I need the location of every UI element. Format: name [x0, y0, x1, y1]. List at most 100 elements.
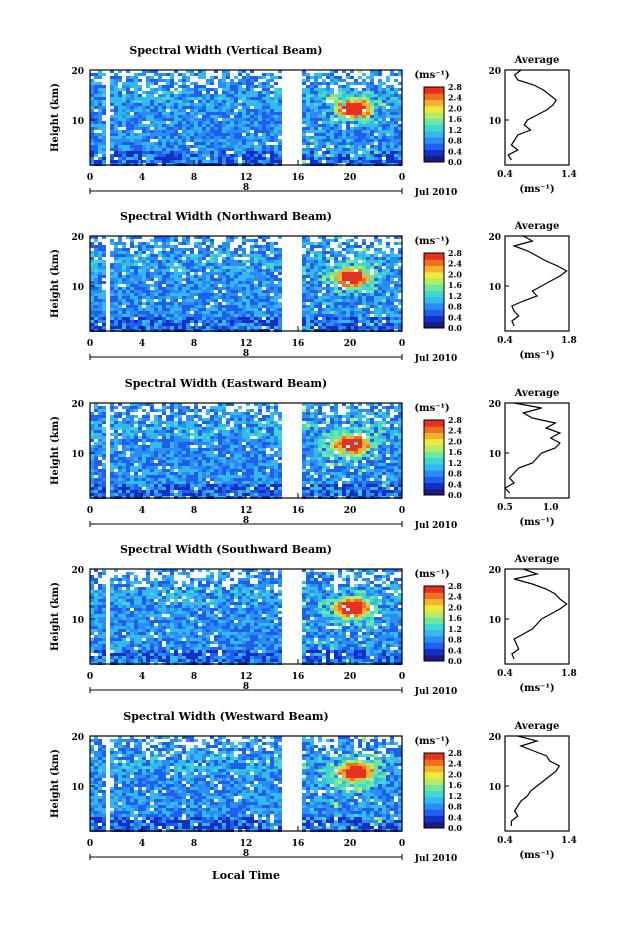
heatmap-cell [238, 308, 242, 311]
heatmap-cell [130, 275, 134, 278]
heatmap-cell [198, 124, 202, 127]
heatmap-cell [98, 281, 102, 284]
heatmap-cell [114, 115, 118, 118]
heatmap-cell [394, 145, 398, 148]
heatmap-cell [94, 287, 98, 290]
heatmap-cell [90, 272, 94, 275]
heatmap-cell [134, 436, 138, 439]
heatmap-cell [174, 311, 178, 314]
heatmap-cell [214, 115, 218, 118]
heatmap-cell [302, 266, 306, 269]
heatmap-cell [142, 263, 146, 266]
heatmap-cell [250, 311, 254, 314]
heatmap-cell [206, 133, 210, 136]
heatmap-cell [386, 266, 390, 269]
heatmap-cell [146, 490, 150, 493]
heatmap-cell [118, 457, 122, 460]
heatmap-cell [126, 466, 130, 469]
heatmap-cell [274, 127, 278, 130]
heatmap-cell [390, 314, 394, 317]
heatmap-cell [334, 136, 338, 139]
heatmap-cell [230, 254, 234, 257]
heatmap-cell [126, 293, 130, 296]
heatmap-cell [350, 145, 354, 148]
heatmap-cell [122, 251, 126, 254]
heatmap-cell [210, 121, 214, 124]
heatmap-cell [170, 160, 174, 163]
heatmap-cell [130, 245, 134, 248]
heatmap-cell [318, 160, 322, 163]
heatmap-cell [174, 314, 178, 317]
heatmap-cell [278, 287, 282, 290]
heatmap-cell [138, 269, 142, 272]
heatmap-cell [266, 236, 270, 239]
heatmap-cell [334, 112, 338, 115]
heatmap-cell [386, 130, 390, 133]
heatmap-cell [342, 79, 346, 82]
heatmap-cell [98, 109, 102, 112]
heatmap-cell [382, 281, 386, 284]
heatmap-cell [214, 127, 218, 130]
heatmap-cell [390, 109, 394, 112]
heatmap-cell [234, 94, 238, 97]
heatmap-cell [326, 121, 330, 124]
heatmap-cell [166, 88, 170, 91]
heatmap-cell [230, 323, 234, 326]
heatmap-cell [326, 91, 330, 94]
heatmap-cell [370, 154, 374, 157]
heatmap-cell [222, 88, 226, 91]
heatmap-cell [390, 299, 394, 302]
heatmap-cell [146, 436, 150, 439]
heatmap-cell [206, 323, 210, 326]
heatmap-cell [398, 88, 402, 91]
heatmap-cell [102, 439, 106, 442]
heatmap-cell [130, 427, 134, 430]
heatmap-cell [378, 151, 382, 154]
heatmap-cell [378, 88, 382, 91]
heatmap-cell [130, 305, 134, 308]
heatmap-cell [306, 236, 310, 239]
heatmap-cell [350, 251, 354, 254]
colorbar-swatch [424, 124, 444, 132]
heatmap-cell [262, 323, 266, 326]
heatmap-cell [386, 275, 390, 278]
heatmap-cell [186, 100, 190, 103]
heatmap-cell [302, 323, 306, 326]
heatmap-cell [350, 308, 354, 311]
heatmap-cell [186, 326, 190, 329]
heatmap-cell [386, 278, 390, 281]
heatmap-cell [274, 118, 278, 121]
heatmap-cell [166, 118, 170, 121]
heatmap-cell [170, 257, 174, 260]
heatmap-cell [198, 245, 202, 248]
heatmap-cell [138, 305, 142, 308]
heatmap-cell [158, 76, 162, 79]
heatmap-cell [222, 100, 226, 103]
heatmap-cell [270, 121, 274, 124]
heatmap-cell [118, 311, 122, 314]
heatmap-cell [314, 115, 318, 118]
heatmap-cell [186, 433, 190, 436]
heatmap-cell [370, 118, 374, 121]
heatmap-cell [94, 460, 98, 463]
heatmap-cell [130, 127, 134, 130]
heatmap-cell [166, 448, 170, 451]
heatmap-cell [270, 73, 274, 76]
heatmap-cell [326, 160, 330, 163]
heatmap-cell [350, 115, 354, 118]
heatmap-cell [322, 239, 326, 242]
heatmap-cell [394, 236, 398, 239]
heatmap-cell [162, 148, 166, 151]
heatmap-cell [150, 305, 154, 308]
heatmap-cell [258, 112, 262, 115]
heatmap-cell [342, 97, 346, 100]
heatmap-cell [242, 302, 246, 305]
heatmap-cell [266, 260, 270, 263]
heatmap-cell [90, 278, 94, 281]
heatmap-cell [354, 260, 358, 263]
heatmap-cell [90, 142, 94, 145]
heatmap-cell [226, 115, 230, 118]
heatmap-cell [238, 254, 242, 257]
heatmap-cell [346, 100, 350, 103]
heatmap-cell [350, 103, 354, 106]
